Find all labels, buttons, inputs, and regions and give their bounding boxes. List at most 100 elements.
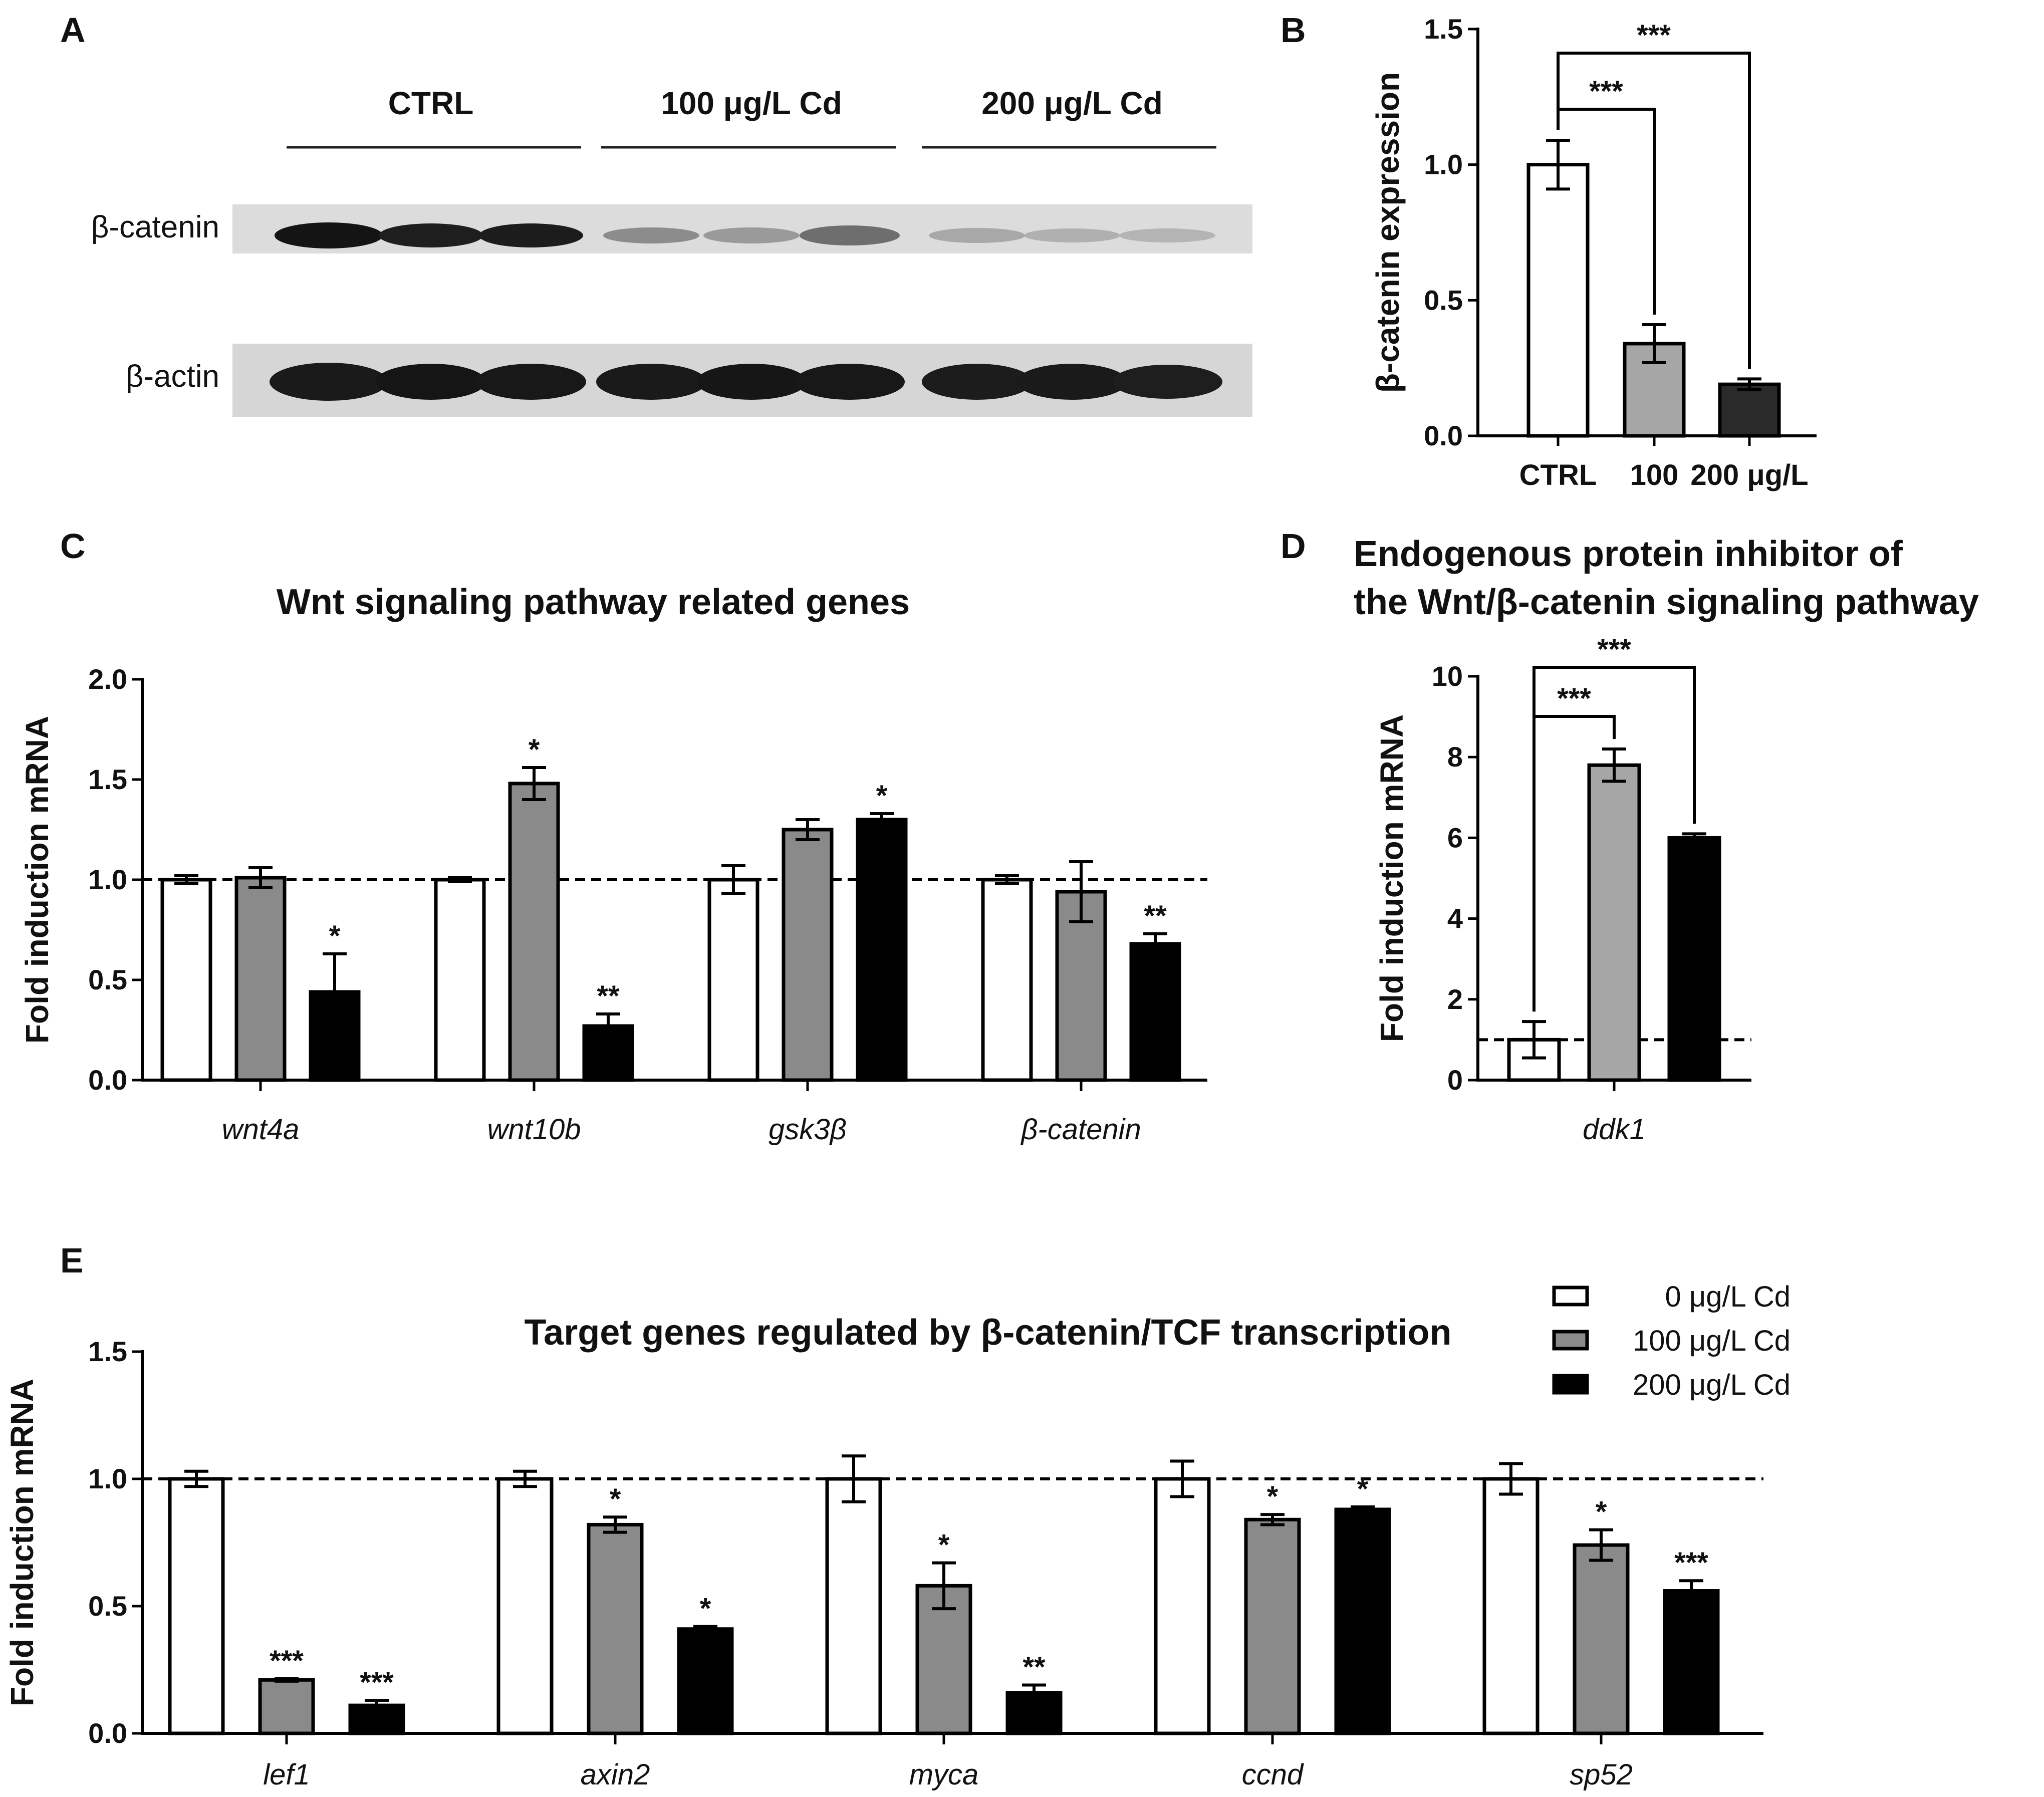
band-catenin-100-3 <box>800 225 900 245</box>
band-catenin-ctrl-1 <box>275 222 383 248</box>
c-bar-1-0 <box>434 878 486 1082</box>
e-bar-2-2 <box>1005 1691 1063 1735</box>
b-y-label: β-catenin expression <box>1370 72 1406 393</box>
panel-e-label: E <box>60 1241 84 1280</box>
d-bracket-label-0: *** <box>1557 682 1591 715</box>
panel-a-label: A <box>60 11 86 50</box>
d-bar-1 <box>1587 763 1641 1082</box>
c-ytick-label-1: 0.5 <box>88 964 127 995</box>
b-bar-0 <box>1526 163 1590 438</box>
band-actin-100-1 <box>596 364 706 400</box>
b-bracket-1 <box>1557 52 1751 369</box>
b-ytick-label-0: 0.0 <box>1424 420 1463 451</box>
band-catenin-200-2 <box>1024 228 1120 242</box>
band-catenin-ctrl-3 <box>479 223 583 247</box>
band-actin-200-3 <box>1112 365 1222 399</box>
legend: 0 μg/L Cd 100 μg/L Cd 200 μg/L Cd <box>1552 1280 1791 1401</box>
e-sig-1-1: * <box>610 1483 621 1515</box>
d-ytick-label-0: 0 <box>1447 1064 1463 1096</box>
band-catenin-200-1 <box>929 228 1025 243</box>
c-bar-2-0 <box>707 878 759 1082</box>
b-ytick-label-2: 1.0 <box>1424 149 1463 180</box>
panel-c-label: C <box>60 527 86 566</box>
legend-label-100: 100 μg/L Cd <box>1633 1325 1791 1357</box>
legend-label-200: 200 μg/L Cd <box>1633 1369 1791 1401</box>
blot-group-100: 100 μg/L Cd <box>661 85 842 121</box>
panel-e-title: Target genes regulated by β-catenin/TCF … <box>525 1313 1452 1353</box>
b-xcat-1: 100 <box>1630 459 1679 491</box>
chart-c: 0.0 0.5 1.0 1.5 2.0 Fold induction mRNA * wnt4a… <box>19 663 1207 1146</box>
blot-group-ctrl: CTRL <box>388 85 474 121</box>
blot-bands-catenin <box>275 222 1215 248</box>
chart-b: 0.0 0.5 1.0 1.5 β-catenin expression CTRL 100 2… <box>1370 13 1817 491</box>
e-sig-3-2: * <box>1357 1473 1369 1505</box>
c-ytick-label-4: 2.0 <box>88 663 127 695</box>
d-ytick-label-1: 2 <box>1447 983 1463 1015</box>
e-bar-2-1 <box>915 1584 972 1735</box>
c-sig-3-2: ** <box>1144 900 1167 932</box>
c-sig-1-1: * <box>529 733 540 766</box>
c-sig-0-2: * <box>329 920 341 952</box>
e-sig-4-2: *** <box>1674 1547 1708 1579</box>
band-actin-ctrl-2 <box>376 364 486 400</box>
c-xcat-1: wnt10b <box>487 1113 581 1146</box>
e-bar-0-0 <box>168 1477 225 1735</box>
band-actin-ctrl-1 <box>270 363 388 401</box>
e-sig-4-1: * <box>1596 1496 1607 1528</box>
d-bracket-label-1: *** <box>1597 633 1631 666</box>
d-bracket-1 <box>1532 666 1696 1012</box>
band-catenin-100-1 <box>603 227 699 243</box>
band-catenin-100-2 <box>703 227 800 243</box>
c-xcat-2: gsk3β <box>769 1113 847 1146</box>
blot-bands-actin <box>270 363 1222 401</box>
band-actin-100-2 <box>696 364 807 400</box>
blot-row-label-catenin: β-catenin <box>91 210 219 244</box>
d-ytick-label-4: 8 <box>1447 741 1463 773</box>
panel-d-label: D <box>1281 527 1306 566</box>
e-bar-0-1 <box>258 1678 315 1735</box>
e-sig-2-2: ** <box>1023 1651 1046 1683</box>
e-bar-2-0 <box>825 1477 882 1735</box>
legend-swatch-200 <box>1552 1374 1589 1395</box>
panel-d-title-line1: Endogenous protein inhibitor of <box>1354 534 1903 574</box>
d-ytick-label-5: 10 <box>1432 660 1463 692</box>
e-bar-1-0 <box>496 1477 554 1735</box>
band-actin-100-3 <box>795 364 905 400</box>
c-bar-1-1 <box>508 782 560 1082</box>
e-bar-1-2 <box>677 1627 734 1735</box>
e-bar-1-1 <box>587 1522 644 1735</box>
legend-label-0: 0 μg/L Cd <box>1665 1280 1791 1313</box>
b-ytick-label-3: 1.5 <box>1424 13 1463 45</box>
e-ytick-label-3: 1.5 <box>88 1336 127 1367</box>
band-catenin-200-3 <box>1119 228 1215 242</box>
panel-b-label: B <box>1281 11 1306 50</box>
e-sig-0-1: *** <box>270 1645 304 1677</box>
d-y-label: Fold induction mRNA <box>1374 714 1410 1042</box>
e-ytick-label-1: 0.5 <box>88 1590 127 1622</box>
e-bar-4-2 <box>1663 1589 1720 1735</box>
e-bar-3-2 <box>1334 1507 1391 1735</box>
c-ytick-label-3: 1.5 <box>88 763 127 795</box>
c-ytick-label-0: 0.0 <box>88 1064 127 1096</box>
chart-d: 0 2 4 6 8 10 Fold induction mRNA ddk1 ****** <box>1374 633 1751 1146</box>
c-bar-2-1 <box>782 828 834 1082</box>
e-sig-1-2: * <box>700 1593 711 1625</box>
panel-c-title: Wnt signaling pathway related genes <box>277 582 910 622</box>
d-ytick-label-3: 6 <box>1447 822 1463 853</box>
b-xcat-2: 200 μg/L <box>1690 459 1808 491</box>
d-xcat-0: ddk1 <box>1583 1113 1646 1146</box>
e-bar-3-1 <box>1244 1517 1301 1735</box>
c-bar-2-2 <box>856 818 908 1082</box>
legend-swatch-0 <box>1552 1286 1589 1307</box>
c-bar-0-1 <box>234 876 287 1082</box>
panel-a: A CTRL 100 μg/L Cd 200 μg/L Cd β-catenin… <box>60 11 1252 417</box>
c-xcat-0: wnt4a <box>222 1113 300 1146</box>
blot-group-200: 200 μg/L Cd <box>981 85 1163 121</box>
e-ytick-label-0: 0.0 <box>88 1717 127 1749</box>
b-bracket-label-0: *** <box>1589 75 1623 108</box>
e-sig-3-1: * <box>1267 1480 1279 1513</box>
e-xcat-2: myca <box>909 1758 979 1791</box>
e-xcat-3: ccnd <box>1242 1758 1304 1791</box>
e-y-label: Fold induction mRNA <box>4 1379 40 1706</box>
